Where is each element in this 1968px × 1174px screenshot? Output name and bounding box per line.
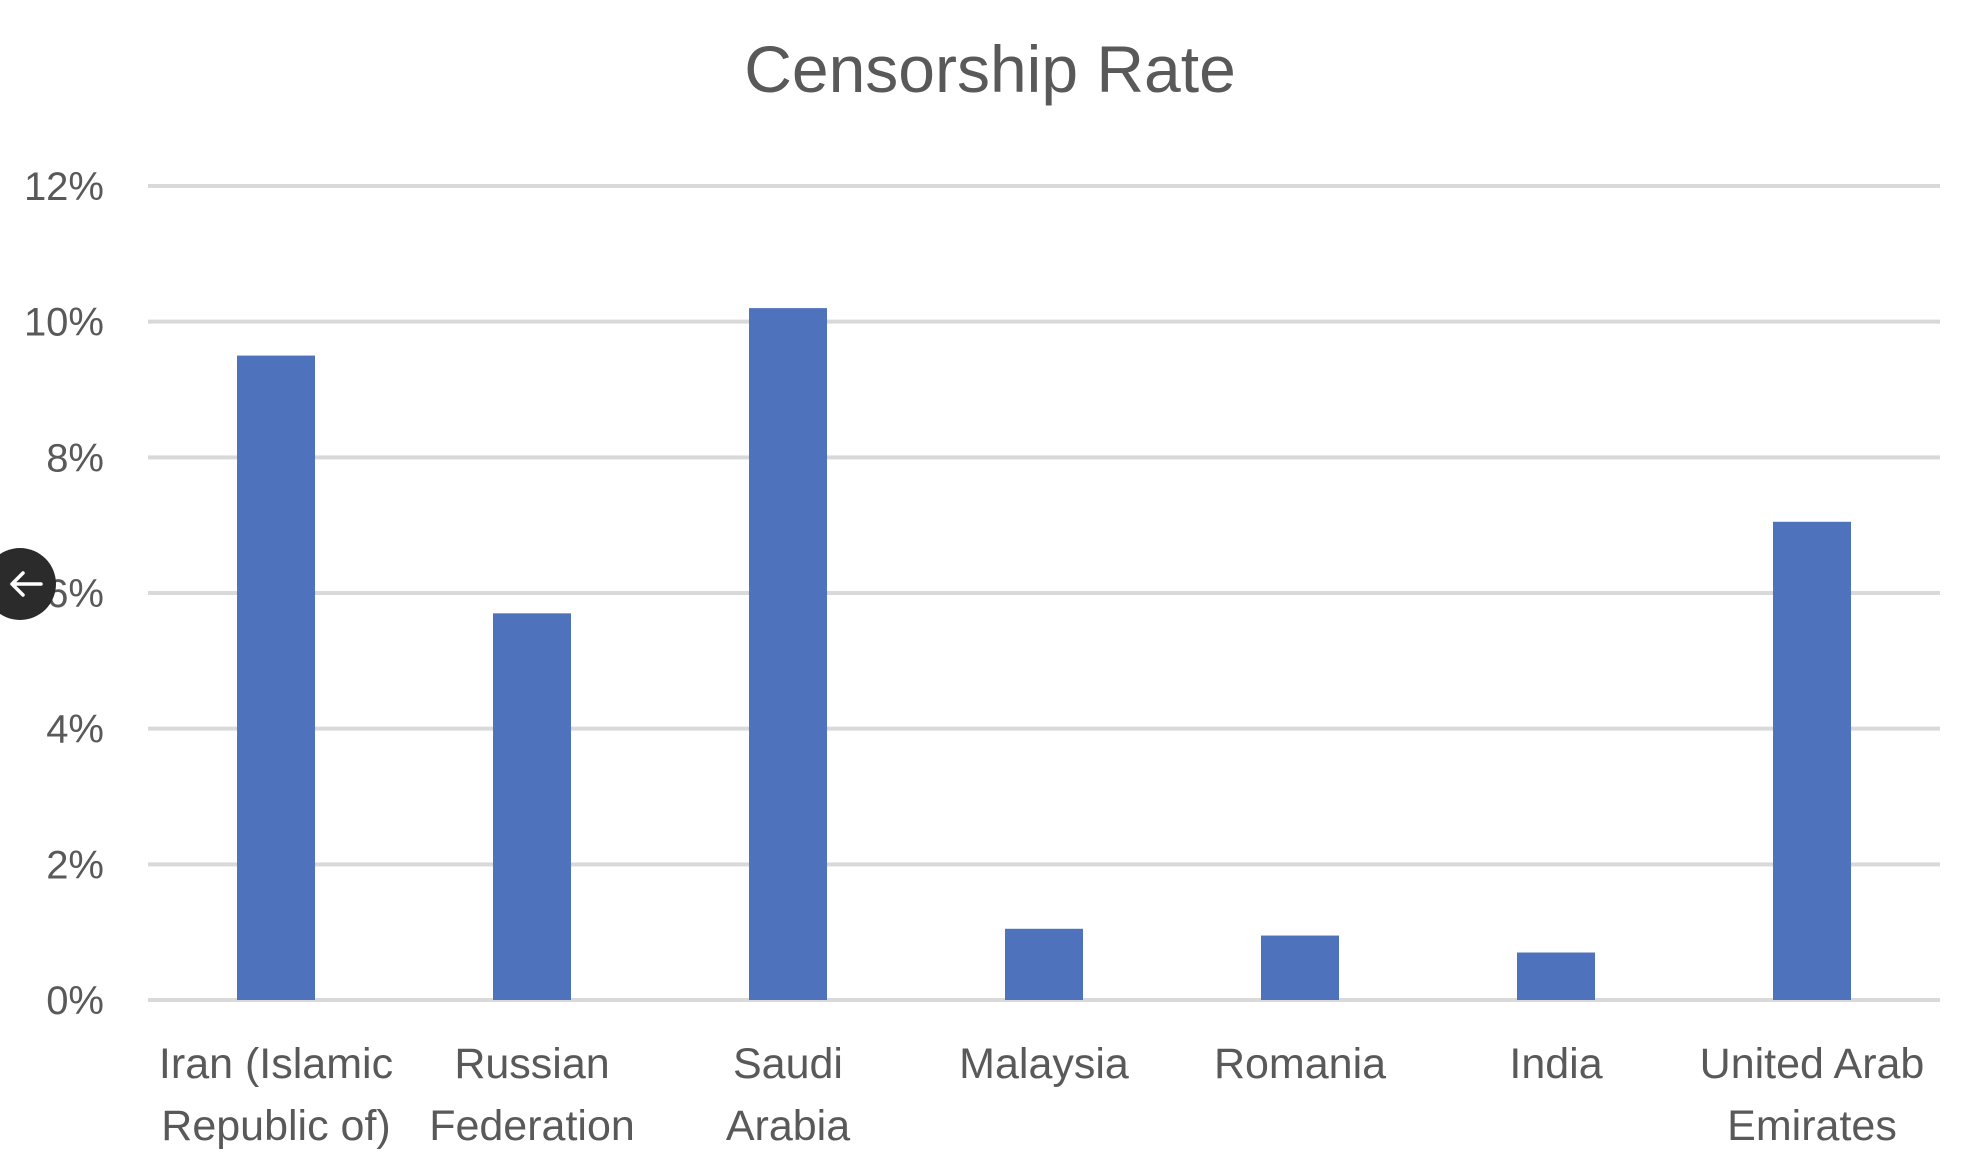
y-tick-label: 4% xyxy=(46,708,104,752)
bar xyxy=(1005,928,1083,1000)
x-category-label: United Arab xyxy=(1700,1040,1925,1088)
bar xyxy=(1517,952,1595,1000)
bar xyxy=(1773,521,1851,1000)
y-tick-label: 10% xyxy=(24,301,104,345)
x-category-label: Saudi xyxy=(733,1040,843,1088)
x-category-label: Federation xyxy=(429,1102,635,1150)
y-tick-label: 0% xyxy=(46,979,104,1023)
bar xyxy=(493,613,571,1000)
bar xyxy=(237,355,315,1000)
x-category-label: Arabia xyxy=(726,1102,850,1150)
x-category-label: Russian xyxy=(454,1040,609,1088)
y-tick-label: 12% xyxy=(24,165,104,209)
x-category-label: Republic of) xyxy=(161,1102,390,1150)
x-category-label: Romania xyxy=(1214,1040,1386,1088)
y-tick-label: 6% xyxy=(46,572,104,616)
x-category-label: India xyxy=(1509,1040,1602,1088)
bar xyxy=(749,308,827,1001)
bar xyxy=(1261,935,1339,1000)
chart-title: Censorship Rate xyxy=(744,32,1236,106)
x-category-label: Malaysia xyxy=(959,1040,1129,1088)
bars xyxy=(237,308,1851,1001)
y-axis-ticks: 0% 2% 4% 6% 8% 10% 12% xyxy=(24,165,104,1023)
arrow-left-icon xyxy=(10,571,43,597)
y-tick-label: 2% xyxy=(46,843,104,887)
x-category-label: Emirates xyxy=(1727,1102,1897,1150)
grid-lines xyxy=(148,184,1940,1002)
x-axis-labels: Iran (Islamic Republic of) Russian Federati… xyxy=(159,1040,1924,1150)
back-button[interactable] xyxy=(0,548,56,620)
x-category-label: Iran (Islamic xyxy=(159,1040,393,1088)
y-tick-label: 8% xyxy=(46,436,104,480)
